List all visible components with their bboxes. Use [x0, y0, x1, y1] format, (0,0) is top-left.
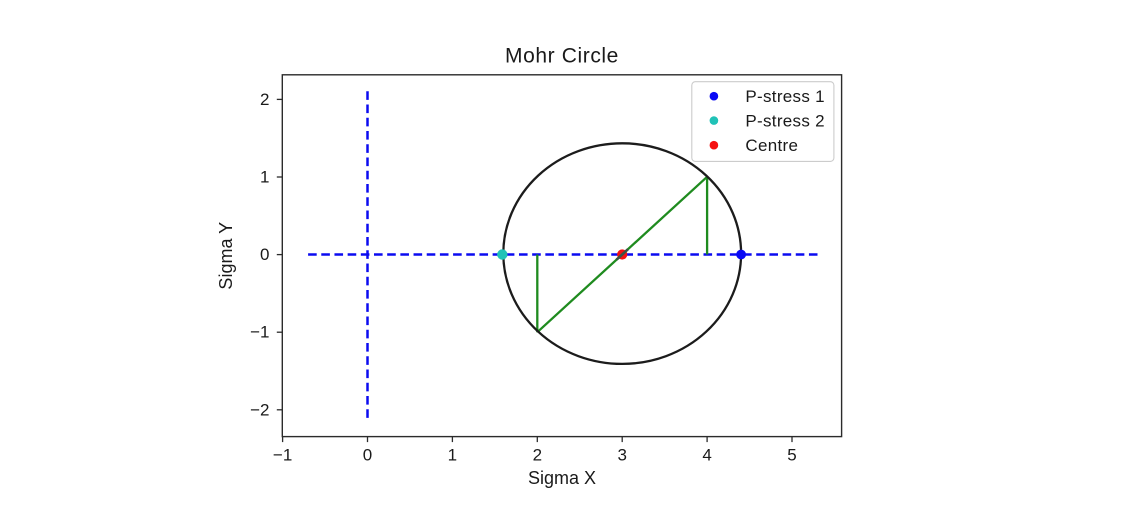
svg-text:Mohr Circle: Mohr Circle: [505, 44, 619, 67]
svg-text:P-stress 2: P-stress 2: [745, 111, 825, 130]
svg-text:4: 4: [702, 445, 711, 464]
svg-text:2: 2: [260, 90, 269, 109]
svg-text:−1: −1: [250, 323, 269, 342]
svg-text:0: 0: [260, 245, 269, 264]
svg-text:P-stress 1: P-stress 1: [745, 87, 825, 106]
svg-text:3: 3: [617, 445, 626, 464]
svg-text:2: 2: [533, 445, 542, 464]
svg-text:Sigma X: Sigma X: [528, 468, 596, 488]
svg-text:5: 5: [787, 445, 796, 464]
svg-text:1: 1: [260, 168, 269, 187]
svg-text:−2: −2: [250, 400, 269, 419]
svg-text:−1: −1: [273, 445, 292, 464]
svg-text:Centre: Centre: [745, 136, 798, 155]
svg-text:1: 1: [448, 445, 457, 464]
svg-text:0: 0: [363, 445, 372, 464]
svg-text:Sigma Y: Sigma Y: [216, 222, 236, 290]
